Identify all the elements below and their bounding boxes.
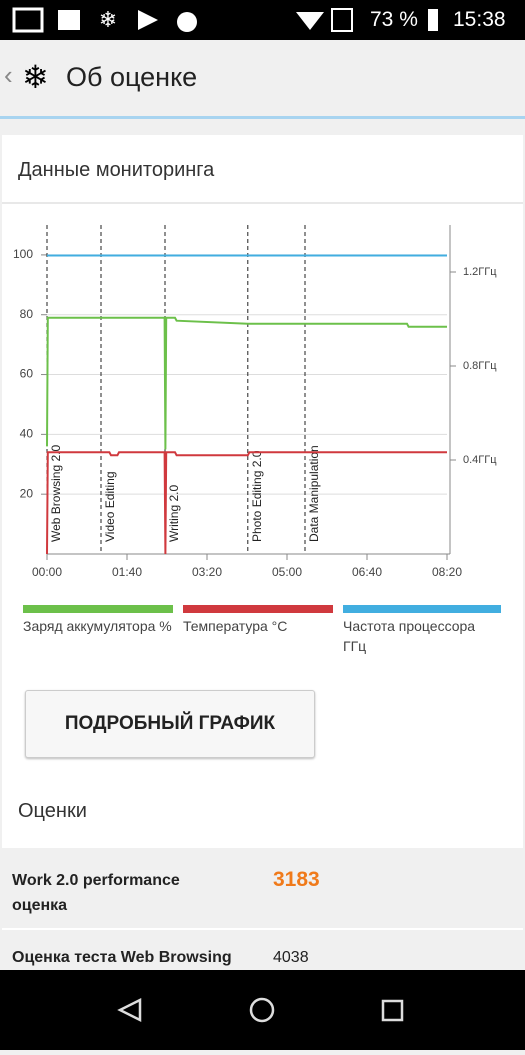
series-line [46,451,447,555]
nav-bar [0,970,525,1050]
x-tick-label: 00:00 [32,565,62,579]
x-tick-label: 01:40 [112,565,142,579]
nav-recent[interactable] [381,999,404,1022]
legend-swatch [183,605,333,613]
battery-text: 73 % [370,8,418,31]
app-icon: ❄ [22,59,49,95]
x-tick-label: 06:40 [352,565,382,579]
score-row: Work 2.0 performance оценка 3183 [0,848,525,928]
y2-tick-label: 0.8ГГц [463,360,497,372]
score-value: 4038 [273,949,309,966]
app-bar: ‹ ❄ Об оценке [0,40,525,119]
series-line [46,316,447,450]
x-tick-label: 03:20 [192,565,222,579]
back-button[interactable]: ‹ [4,60,13,90]
x-tick-label: 08:20 [432,565,462,579]
section-title: Данные мониторинга [18,159,215,181]
legend-swatch [343,605,501,613]
legend-label: Температура °C [183,618,288,634]
phase-label: Data Manipulation [307,445,321,542]
time: 15:38 [453,8,506,31]
legend: Заряд аккумулятора % Температура °C Частот… [0,605,525,665]
svg-text:❄: ❄ [99,7,117,32]
score-label: Оценка теста Web Browsing [12,949,232,966]
status-bar: ❄ 73 % 15:38 [0,0,525,40]
legend-label: Заряд аккумулятора % [23,618,172,634]
legend-swatch [23,605,173,613]
score-row: Оценка теста Web Browsing 4038 [0,930,525,970]
phase-label: Web Browsing 2.0 [49,445,63,542]
y-tick-label: 20 [20,486,34,500]
chart: 20 40 60 80 100 00:00 01:40 03:20 05:00 06:40 08:2… [13,225,497,579]
status-icons: ❄ [12,7,438,33]
x-tick-label: 05:00 [272,565,302,579]
y-tick-label: 80 [20,307,34,321]
y-tick-label: 100 [13,247,33,261]
y2-tick-label: 0.4ГГц [463,454,497,466]
nav-home[interactable] [249,997,275,1023]
y-tick-label: 60 [20,367,34,381]
detail-button[interactable]: ПОДРОБНЫЙ ГРАФИК [25,690,315,758]
score-value: 3183 [273,868,320,891]
divider [2,202,523,204]
card: Данные мониторинга ПОДРОБНЫЙ ГРАФИК Оцен… [2,135,523,970]
phase-label: Video Editing [103,472,117,543]
phase-label: Photo Editing 2.0 [250,450,264,542]
legend-label: Частота процессора ГГц [343,618,476,654]
nav-icons [117,997,404,1023]
scores-title: Оценки [18,800,87,822]
y2-tick-label: 1.2ГГц [463,266,497,278]
y-tick-label: 40 [20,427,34,441]
nav-back[interactable] [117,997,142,1023]
app-title: Об оценке [66,62,198,92]
score-label: Work 2.0 performance оценка [12,872,180,914]
phase-label: Writing 2.0 [167,485,181,542]
